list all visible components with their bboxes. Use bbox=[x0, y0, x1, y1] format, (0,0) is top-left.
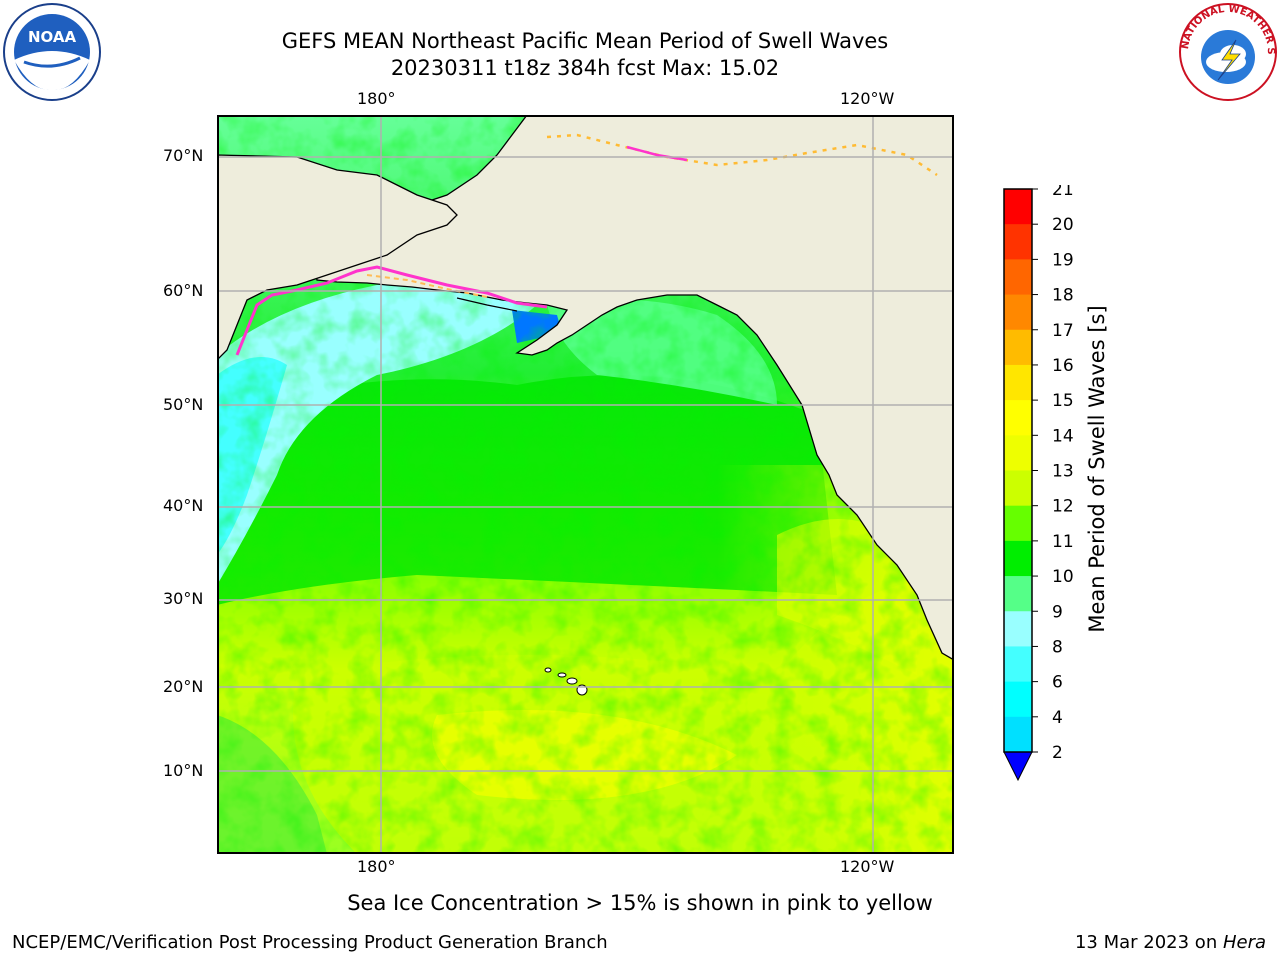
lon-label-top-120w: 120°W bbox=[840, 89, 895, 108]
colorbar-box bbox=[1004, 364, 1032, 401]
colorbar-tick-label: 16 bbox=[1052, 356, 1074, 376]
colorbar-box bbox=[1004, 646, 1032, 683]
sea-ice-edge-bering-inner bbox=[366, 274, 488, 298]
run-date: 13 Mar 2023 on Hera bbox=[1075, 932, 1266, 953]
svg-text:NOAA: NOAA bbox=[28, 28, 77, 46]
lat-label-10n: 10°N bbox=[163, 761, 204, 780]
lon-label-bottom-120w: 120°W bbox=[840, 857, 895, 876]
run-date-text: 13 Mar 2023 on bbox=[1074, 932, 1223, 953]
colorbar-tick-label: 8 bbox=[1052, 637, 1063, 657]
colorbar-box bbox=[1004, 435, 1032, 471]
colorbar-tick-label: 9 bbox=[1052, 602, 1063, 622]
colorbar-tick-label: 20 bbox=[1052, 215, 1074, 235]
colorbar-box bbox=[1004, 681, 1032, 718]
chart-title: GEFS MEAN Northeast Pacific Mean Period … bbox=[281, 29, 889, 53]
land-aleutian-arc bbox=[456, 297, 518, 312]
sea-ice-edge-bering bbox=[235, 265, 548, 356]
colorbar-tick-label: 18 bbox=[1052, 286, 1074, 306]
org-credit: NCEP/EMC/Verification Post Processing Pr… bbox=[12, 932, 608, 953]
colorbar-box bbox=[1004, 576, 1032, 612]
colorbar-tick-label: 11 bbox=[1052, 532, 1074, 552]
colorbar: 21 20 19 18 17 16 15 14 13 12 11 10 9 8 6 4 2 Mean Perio… bbox=[1003, 185, 1109, 782]
lat-label-40n: 40°N bbox=[163, 496, 204, 515]
colorbar-tick-label: 17 bbox=[1052, 321, 1074, 341]
lat-label-60n: 60°N bbox=[163, 281, 204, 300]
lon-label-top-180: 180° bbox=[357, 89, 396, 108]
colorbar-tick-label: 21 bbox=[1052, 185, 1074, 200]
colorbar-tick-label: 19 bbox=[1052, 250, 1074, 270]
graticule bbox=[217, 115, 954, 854]
map-frame bbox=[217, 115, 954, 854]
sea-ice-note: Sea Ice Concentration > 15% is shown in … bbox=[347, 891, 933, 915]
colorbar-tick-label: 15 bbox=[1052, 391, 1074, 411]
run-host: Hera bbox=[1222, 932, 1266, 953]
colorbar-box bbox=[1004, 329, 1032, 366]
lat-label-20n: 20°N bbox=[163, 677, 204, 696]
noaa-logo-icon: NOAA bbox=[2, 2, 102, 102]
colorbar-box bbox=[1004, 470, 1032, 507]
colorbar-box bbox=[1004, 611, 1032, 647]
colorbar-label: Mean Period of Swell Waves [s] bbox=[1085, 305, 1109, 632]
colorbar-tick-label: 13 bbox=[1052, 462, 1074, 482]
colorbar-box bbox=[1004, 716, 1032, 753]
colorbar-tick-label: 4 bbox=[1052, 708, 1063, 728]
colorbar-box bbox=[1004, 540, 1032, 577]
colorbar-box bbox=[1004, 259, 1032, 296]
lat-label-50n: 50°N bbox=[163, 395, 204, 414]
colorbar-tick-label: 2 bbox=[1052, 743, 1063, 763]
lon-label-bottom-180: 180° bbox=[357, 857, 396, 876]
colorbar-tick-label: 12 bbox=[1052, 497, 1074, 517]
sea-ice-edge-arctic bbox=[546, 133, 938, 177]
sea-ice-edge-arctic-pink bbox=[626, 145, 688, 162]
colorbar-box bbox=[1004, 294, 1032, 331]
colorbar-tick-label: 10 bbox=[1052, 567, 1074, 587]
lat-label-30n: 30°N bbox=[163, 589, 204, 608]
swell-period-map bbox=[217, 115, 954, 854]
nws-logo-icon: NATIONAL WEATHER SERVICE bbox=[1174, 0, 1278, 102]
colorbar-box bbox=[1004, 189, 1032, 225]
colorbar-box bbox=[1004, 224, 1032, 260]
chart-subtitle: 20230311 t18z 384h fcst Max: 15.02 bbox=[390, 56, 780, 80]
lat-label-70n: 70°N bbox=[163, 146, 204, 165]
colorbar-extend-triangle bbox=[1003, 751, 1033, 782]
colorbar-tick-label: 14 bbox=[1052, 426, 1074, 446]
colorbar-tick-label: 6 bbox=[1052, 673, 1063, 693]
colorbar-box bbox=[1004, 505, 1032, 542]
colorbar-box bbox=[1004, 400, 1032, 436]
